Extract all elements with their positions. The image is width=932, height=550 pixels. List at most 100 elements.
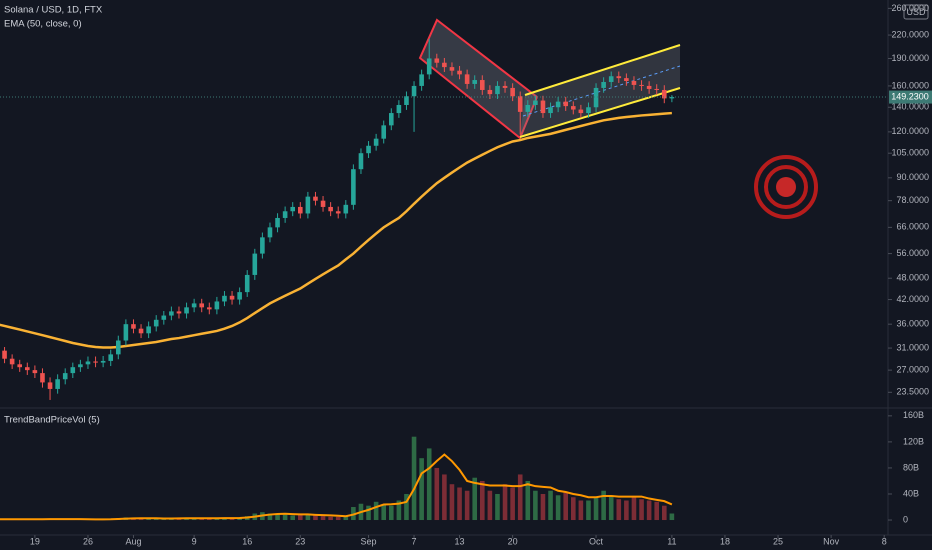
volume-bar <box>366 505 371 521</box>
volume-legend: TrendBandPriceVol (5) <box>4 415 100 426</box>
y-tick-label: 140.0000 <box>891 102 929 112</box>
target-ring <box>764 165 808 209</box>
volume-bar <box>411 436 417 521</box>
candle-body <box>502 85 508 88</box>
volume-bar <box>313 515 318 521</box>
candle-body <box>290 206 296 212</box>
candle-body <box>548 107 553 114</box>
volume-bar <box>426 448 432 521</box>
x-tick-label: 20 <box>508 536 518 546</box>
candle-body <box>517 96 523 112</box>
volume-bar <box>555 495 561 521</box>
volume-bar <box>373 501 379 521</box>
x-tick-label: 26 <box>83 536 93 546</box>
y-tick-label: 42.0000 <box>896 294 929 304</box>
candle-body <box>199 303 205 308</box>
volume-bar <box>495 493 500 521</box>
x-tick-label: 18 <box>720 536 730 546</box>
candle-body <box>631 81 637 85</box>
volume-y-tick-label: 160B <box>903 410 924 420</box>
candle-body <box>2 350 7 359</box>
candle-body <box>161 315 167 320</box>
candle-body <box>184 307 189 314</box>
candle-body <box>464 74 470 84</box>
candle-body <box>252 253 258 275</box>
last-price-label: 149.2300 <box>891 91 929 101</box>
candle-body <box>260 237 265 254</box>
candle-body <box>639 84 644 86</box>
volume-bar <box>654 501 660 521</box>
candle-body <box>70 367 76 374</box>
candle-body <box>601 81 606 88</box>
currency-label[interactable]: USD <box>906 7 926 17</box>
volume-bar <box>563 492 569 521</box>
candle-body <box>570 106 576 110</box>
candle-body <box>176 311 182 314</box>
volume-bar <box>404 493 409 521</box>
candle-body <box>373 138 379 146</box>
candle-body <box>206 307 212 310</box>
candle-body <box>593 87 599 108</box>
volume-y-tick-label: 40B <box>903 488 919 498</box>
x-tick-label: 8 <box>882 536 887 546</box>
currency-box[interactable] <box>903 4 929 20</box>
y-tick-label: 66.0000 <box>896 222 929 232</box>
volume-bar <box>335 516 341 521</box>
overlay-legend: EMA (50, close, 0) <box>4 19 82 30</box>
candle-body <box>646 85 652 89</box>
candle-body <box>487 89 493 95</box>
candle-body <box>108 354 114 361</box>
candle-body <box>654 88 660 90</box>
x-tick-label: 25 <box>773 536 783 546</box>
candle-body <box>214 301 220 310</box>
candle-body <box>85 361 91 365</box>
candle-body <box>55 379 60 389</box>
candle-body <box>305 196 311 214</box>
candle-body <box>479 80 485 90</box>
candle-body <box>169 311 174 316</box>
candle-body <box>586 107 591 114</box>
candle-body <box>540 100 546 114</box>
candle-body <box>93 361 98 363</box>
volume-bar <box>601 490 606 521</box>
volume-y-tick-label: 0 <box>903 514 908 524</box>
y-tick-label: 260.0000 <box>891 3 929 13</box>
red-rectangle <box>418 18 539 140</box>
candle-body <box>153 319 159 327</box>
volume-bar <box>343 516 349 521</box>
volume-bar <box>578 500 584 521</box>
candle-body <box>191 303 197 308</box>
x-tick-label: Aug <box>125 536 141 546</box>
candle-body <box>608 76 614 82</box>
volume-bar <box>479 480 485 521</box>
volume-bar <box>639 499 644 521</box>
volume-ma-line <box>0 453 673 521</box>
candle-body <box>616 76 622 79</box>
x-tick-label: Oct <box>589 536 604 546</box>
candle-body <box>426 58 432 75</box>
candle-body <box>131 324 136 329</box>
candle-body <box>472 80 478 84</box>
volume-bar <box>290 515 296 521</box>
volume-bar <box>533 490 538 521</box>
volume-bar <box>616 499 622 521</box>
volume-bar <box>442 474 447 521</box>
candle-body <box>442 62 447 68</box>
candle-body <box>343 204 349 214</box>
candle-body <box>335 211 341 214</box>
volume-bar <box>138 518 144 521</box>
candle-body <box>404 96 409 105</box>
volume-bar <box>661 505 667 521</box>
candle-body <box>146 326 151 334</box>
candle-body <box>78 364 83 368</box>
candle-body <box>578 109 584 114</box>
volume-bar <box>381 504 387 521</box>
candle-body <box>381 125 387 139</box>
volume-bar <box>517 474 523 521</box>
candle-body <box>229 295 235 300</box>
y-tick-label: 56.0000 <box>896 248 929 258</box>
candle-body <box>624 78 629 82</box>
y-tick-label: 105.0000 <box>891 148 929 158</box>
